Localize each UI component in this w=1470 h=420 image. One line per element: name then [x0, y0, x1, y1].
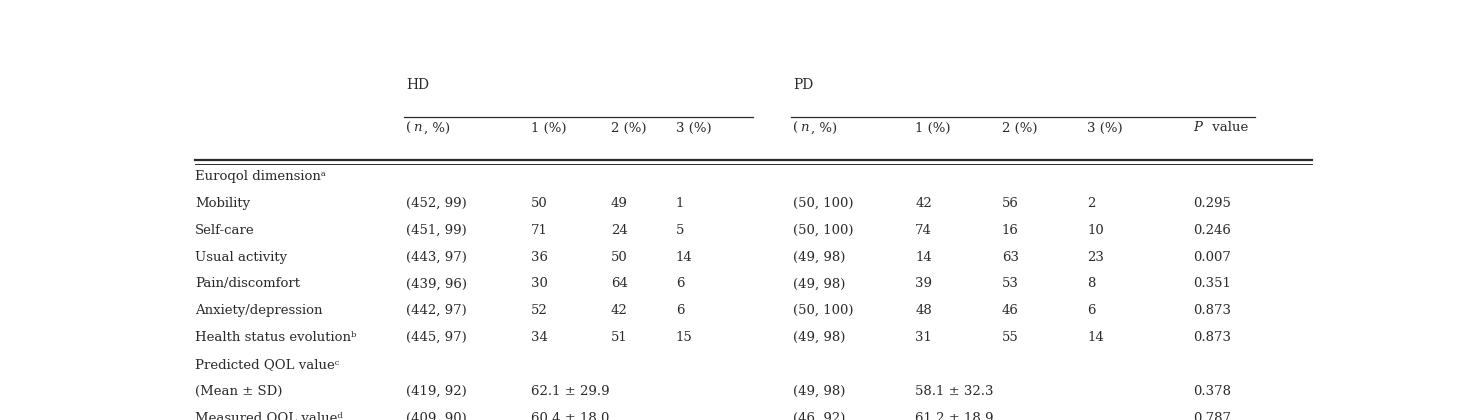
- Text: (451, 99): (451, 99): [406, 224, 466, 237]
- Text: Predicted QOL valueᶜ: Predicted QOL valueᶜ: [196, 358, 340, 371]
- Text: 2 (%): 2 (%): [1001, 121, 1038, 134]
- Text: P: P: [1194, 121, 1202, 134]
- Text: 8: 8: [1088, 277, 1095, 290]
- Text: 14: 14: [916, 250, 932, 263]
- Text: Pain/discomfort: Pain/discomfort: [196, 277, 300, 290]
- Text: 51: 51: [612, 331, 628, 344]
- Text: 1: 1: [676, 197, 684, 210]
- Text: (: (: [406, 121, 412, 134]
- Text: (49, 98): (49, 98): [794, 385, 845, 398]
- Text: (452, 99): (452, 99): [406, 197, 466, 210]
- Text: 3 (%): 3 (%): [1088, 121, 1123, 134]
- Text: 0.873: 0.873: [1194, 331, 1232, 344]
- Text: (49, 98): (49, 98): [794, 250, 845, 263]
- Text: 52: 52: [531, 304, 548, 317]
- Text: n: n: [800, 121, 809, 134]
- Text: Measured QOL valueᵈ: Measured QOL valueᵈ: [196, 412, 343, 420]
- Text: 23: 23: [1088, 250, 1104, 263]
- Text: 60.4 ± 18.0: 60.4 ± 18.0: [531, 412, 610, 420]
- Text: Anxiety/depression: Anxiety/depression: [196, 304, 322, 317]
- Text: 55: 55: [1001, 331, 1019, 344]
- Text: (46, 92): (46, 92): [794, 412, 845, 420]
- Text: 42: 42: [916, 197, 932, 210]
- Text: 5: 5: [676, 224, 684, 237]
- Text: 64: 64: [612, 277, 628, 290]
- Text: 16: 16: [1001, 224, 1019, 237]
- Text: 62.1 ± 29.9: 62.1 ± 29.9: [531, 385, 610, 398]
- Text: , %): , %): [425, 121, 450, 134]
- Text: 2: 2: [1088, 197, 1095, 210]
- Text: 0.351: 0.351: [1194, 277, 1230, 290]
- Text: 50: 50: [531, 197, 548, 210]
- Text: , %): , %): [811, 121, 838, 134]
- Text: 49: 49: [612, 197, 628, 210]
- Text: (: (: [794, 121, 798, 134]
- Text: (49, 98): (49, 98): [794, 331, 845, 344]
- Text: (50, 100): (50, 100): [794, 197, 854, 210]
- Text: Euroqol dimensionᵃ: Euroqol dimensionᵃ: [196, 170, 326, 183]
- Text: 36: 36: [531, 250, 548, 263]
- Text: (419, 92): (419, 92): [406, 385, 466, 398]
- Text: 3 (%): 3 (%): [676, 121, 711, 134]
- Text: 63: 63: [1001, 250, 1019, 263]
- Text: 0.873: 0.873: [1194, 304, 1232, 317]
- Text: 1 (%): 1 (%): [916, 121, 951, 134]
- Text: (442, 97): (442, 97): [406, 304, 466, 317]
- Text: 56: 56: [1001, 197, 1019, 210]
- Text: 10: 10: [1088, 224, 1104, 237]
- Text: (Mean ± SD): (Mean ± SD): [196, 385, 282, 398]
- Text: 6: 6: [676, 277, 685, 290]
- Text: 14: 14: [676, 250, 692, 263]
- Text: 0.007: 0.007: [1194, 250, 1230, 263]
- Text: Health status evolutionᵇ: Health status evolutionᵇ: [196, 331, 357, 344]
- Text: (445, 97): (445, 97): [406, 331, 466, 344]
- Text: 30: 30: [531, 277, 548, 290]
- Text: 14: 14: [1088, 331, 1104, 344]
- Text: 31: 31: [916, 331, 932, 344]
- Text: (443, 97): (443, 97): [406, 250, 467, 263]
- Text: PD: PD: [794, 79, 813, 92]
- Text: 74: 74: [916, 224, 932, 237]
- Text: 6: 6: [676, 304, 685, 317]
- Text: 61.2 ± 18.9: 61.2 ± 18.9: [916, 412, 994, 420]
- Text: 42: 42: [612, 304, 628, 317]
- Text: (50, 100): (50, 100): [794, 304, 854, 317]
- Text: (409, 90): (409, 90): [406, 412, 466, 420]
- Text: 6: 6: [1088, 304, 1095, 317]
- Text: n: n: [413, 121, 422, 134]
- Text: 1 (%): 1 (%): [531, 121, 567, 134]
- Text: (50, 100): (50, 100): [794, 224, 854, 237]
- Text: 24: 24: [612, 224, 628, 237]
- Text: 0.378: 0.378: [1194, 385, 1232, 398]
- Text: Usual activity: Usual activity: [196, 250, 287, 263]
- Text: 48: 48: [916, 304, 932, 317]
- Text: 0.787: 0.787: [1194, 412, 1232, 420]
- Text: value: value: [1208, 121, 1248, 134]
- Text: 53: 53: [1001, 277, 1019, 290]
- Text: 0.295: 0.295: [1194, 197, 1230, 210]
- Text: 0.246: 0.246: [1194, 224, 1230, 237]
- Text: Mobility: Mobility: [196, 197, 250, 210]
- Text: 50: 50: [612, 250, 628, 263]
- Text: 15: 15: [676, 331, 692, 344]
- Text: 58.1 ± 32.3: 58.1 ± 32.3: [916, 385, 994, 398]
- Text: 71: 71: [531, 224, 548, 237]
- Text: 46: 46: [1001, 304, 1019, 317]
- Text: 34: 34: [531, 331, 548, 344]
- Text: Self-care: Self-care: [196, 224, 254, 237]
- Text: 2 (%): 2 (%): [612, 121, 647, 134]
- Text: (49, 98): (49, 98): [794, 277, 845, 290]
- Text: 39: 39: [916, 277, 932, 290]
- Text: (439, 96): (439, 96): [406, 277, 467, 290]
- Text: HD: HD: [406, 79, 429, 92]
